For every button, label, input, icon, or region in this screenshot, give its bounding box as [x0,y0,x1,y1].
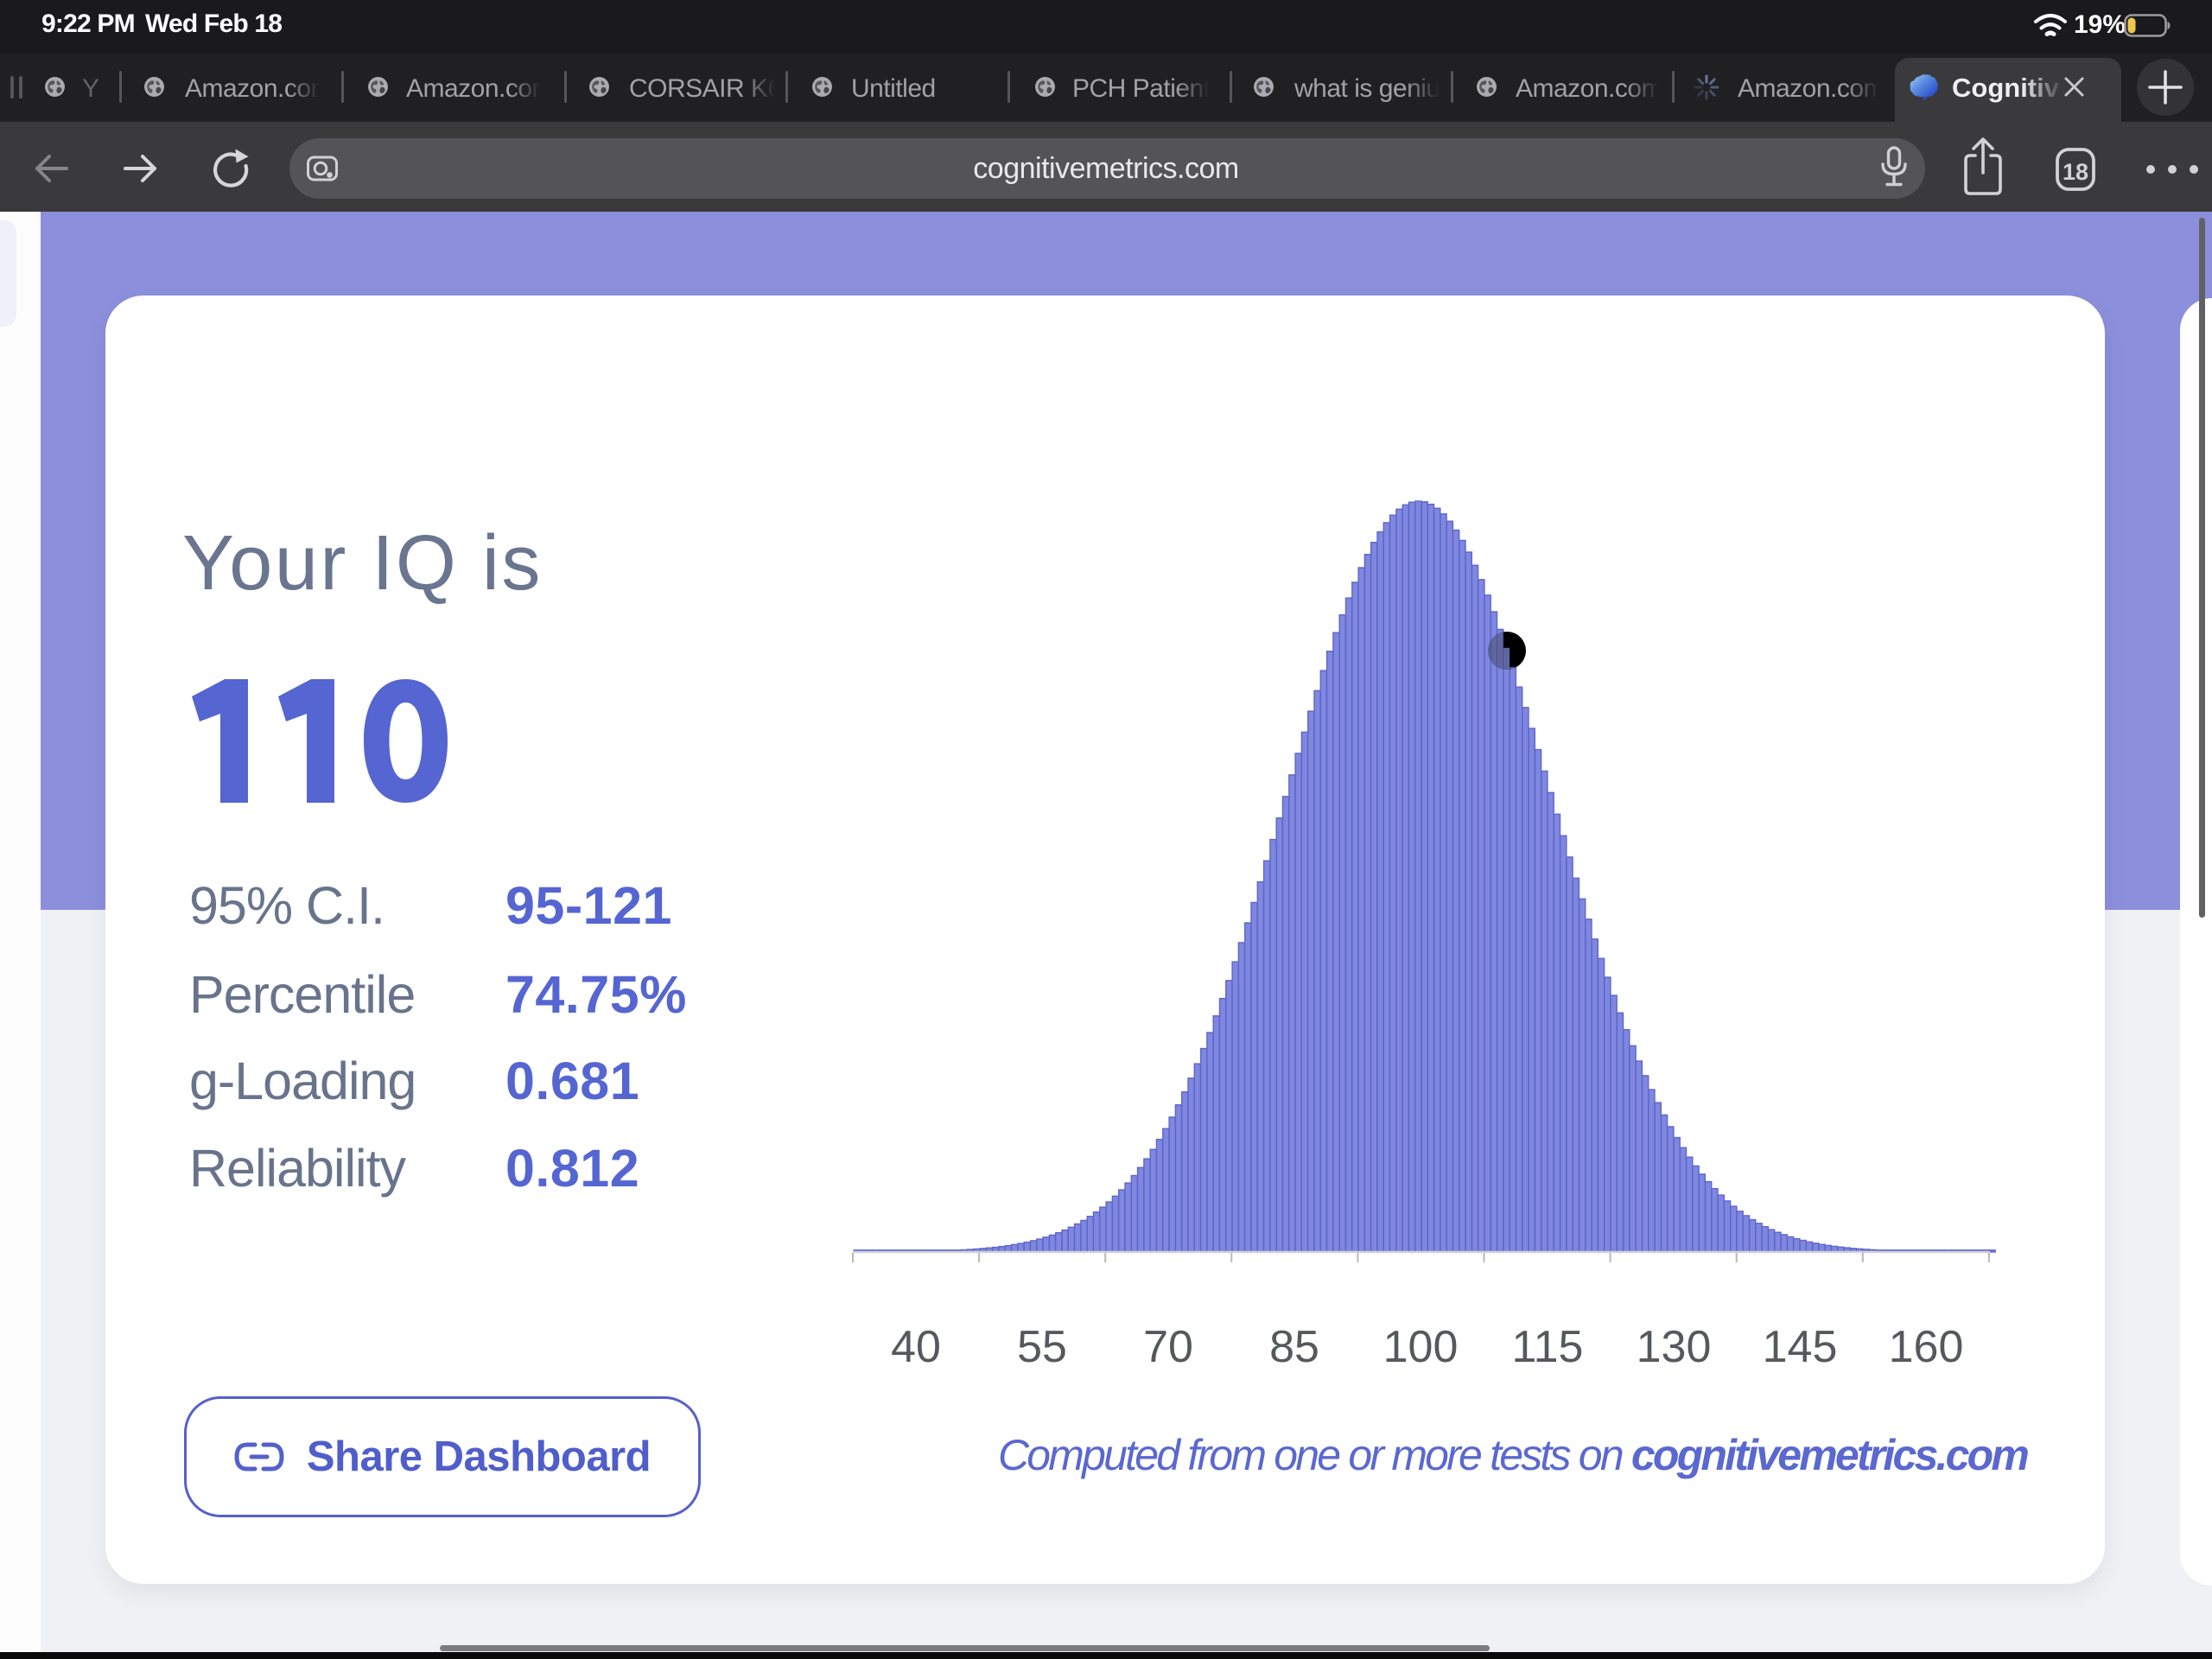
svg-text:100: 100 [1383,1322,1459,1372]
svg-text:130: 130 [1637,1322,1712,1372]
svg-text:40: 40 [891,1322,941,1372]
svg-text:145: 145 [1763,1322,1838,1372]
svg-text:160: 160 [1889,1322,1964,1372]
svg-text:115: 115 [1512,1322,1584,1372]
svg-text:85: 85 [1269,1322,1319,1372]
svg-text:70: 70 [1143,1322,1193,1372]
svg-text:55: 55 [1017,1322,1067,1372]
